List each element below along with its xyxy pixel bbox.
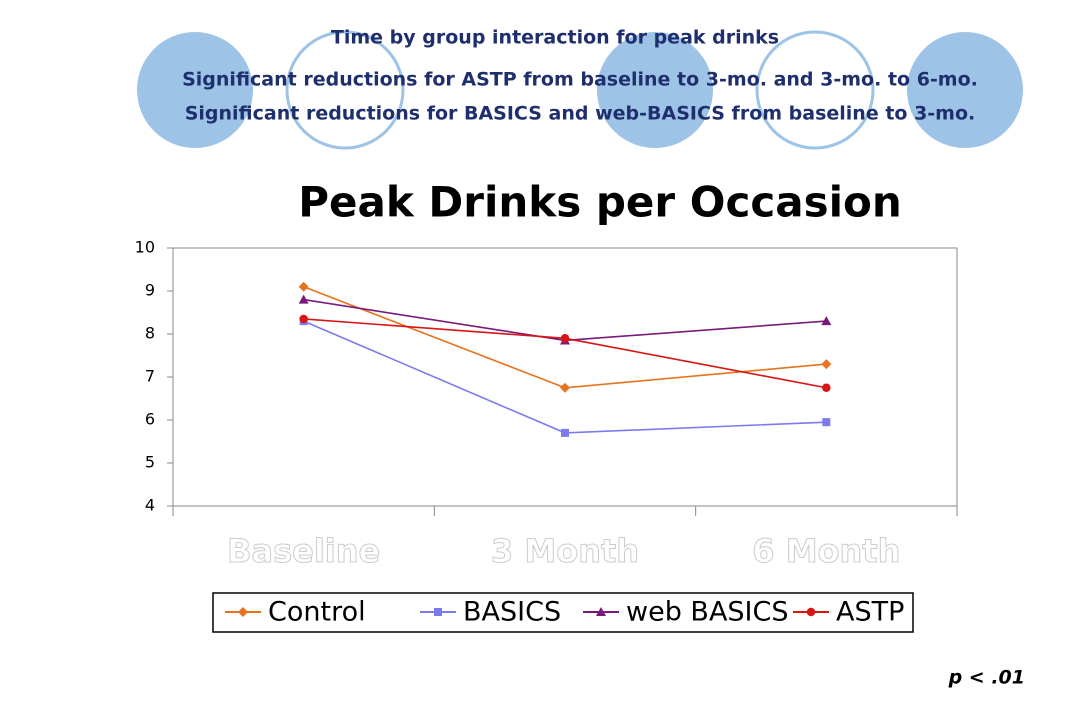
data-point [822, 383, 831, 392]
x-tick-label: 6 Month [752, 532, 900, 570]
decor-circle [285, 30, 405, 150]
header-line: Significant reductions for BASICS and we… [185, 103, 976, 125]
legend-marker [238, 607, 248, 617]
chart-title: Peak Drinks per Occasion [298, 178, 901, 227]
legend-label: ASTP [836, 597, 904, 628]
x-tick-label: 3 Month [491, 532, 639, 570]
legend-marker [596, 607, 606, 616]
y-tick-label: 4 [145, 496, 155, 515]
x-tick-label: Baseline [227, 532, 380, 570]
y-tick-label: 6 [145, 410, 155, 429]
data-point [821, 359, 832, 370]
decor-circle [755, 30, 875, 150]
legend-label: web BASICS [626, 597, 789, 628]
data-point [561, 428, 569, 437]
data-point [821, 316, 832, 326]
legend-marker [434, 608, 442, 616]
decor-circle [597, 32, 713, 148]
data-point [298, 281, 309, 292]
legend-label: Control [268, 597, 366, 628]
decor-circle [907, 32, 1023, 148]
data-point [560, 382, 570, 393]
data-point [298, 294, 309, 304]
series-line [303, 318, 827, 389]
legend-label: BASICS [463, 597, 561, 628]
y-tick-label: 10 [135, 238, 155, 257]
y-tick-label: 9 [145, 281, 155, 300]
data-point [299, 314, 308, 324]
header-title: Time by group interaction for peak drink… [331, 27, 779, 49]
footnote: p < .01 [948, 667, 1025, 689]
data-point [822, 418, 831, 427]
data-point [560, 334, 570, 343]
header-line: Significant reductions for ASTP from bas… [182, 69, 978, 91]
legend-marker [806, 607, 816, 617]
y-tick-label: 7 [145, 367, 155, 386]
y-tick-label: 5 [145, 453, 155, 472]
decor-circle [137, 32, 253, 148]
plot-area [172, 247, 958, 507]
y-tick-label: 8 [145, 324, 155, 343]
